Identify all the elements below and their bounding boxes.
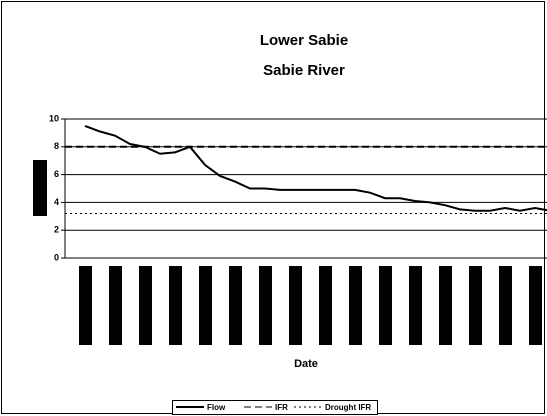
- x-tick-label-redacted: [499, 266, 512, 345]
- y-axis-label-redacted: [33, 160, 47, 216]
- x-tick-label-redacted: [169, 266, 182, 345]
- x-tick-label-redacted: [109, 266, 122, 345]
- y-tick-label: 6: [54, 169, 59, 179]
- x-tick-label-redacted: [259, 266, 272, 345]
- y-tick-label: 0: [54, 252, 59, 262]
- x-tick-label-redacted: [229, 266, 242, 345]
- x-tick-label-redacted: [79, 266, 92, 345]
- y-tick-label: 4: [54, 197, 59, 207]
- y-tick-label: 8: [54, 141, 59, 151]
- x-tick-label-redacted: [529, 266, 542, 345]
- chart-title: Lower Sabie: [260, 32, 348, 49]
- x-tick-label-redacted: [409, 266, 422, 345]
- y-tick-label: 2: [54, 225, 59, 235]
- x-tick-label-redacted: [289, 266, 302, 345]
- flow-line: [84, 125, 547, 212]
- x-tick-label-redacted: [469, 266, 482, 345]
- x-tick-label-redacted: [199, 266, 212, 345]
- legend: [172, 400, 378, 415]
- chart-title: Sabie River: [263, 62, 345, 79]
- x-tick-label-redacted: [319, 266, 332, 345]
- legend-label: Drought IFR: [325, 403, 371, 412]
- x-tick-label-redacted: [439, 266, 452, 345]
- legend-label: IFR: [275, 403, 288, 412]
- y-tick-label: 10: [49, 113, 59, 123]
- x-tick-label-redacted: [379, 266, 392, 345]
- x-axis-label: Date: [294, 358, 318, 370]
- x-tick-label-redacted: [139, 266, 152, 345]
- legend-label: Flow: [207, 403, 226, 412]
- x-tick-label-redacted: [349, 266, 362, 345]
